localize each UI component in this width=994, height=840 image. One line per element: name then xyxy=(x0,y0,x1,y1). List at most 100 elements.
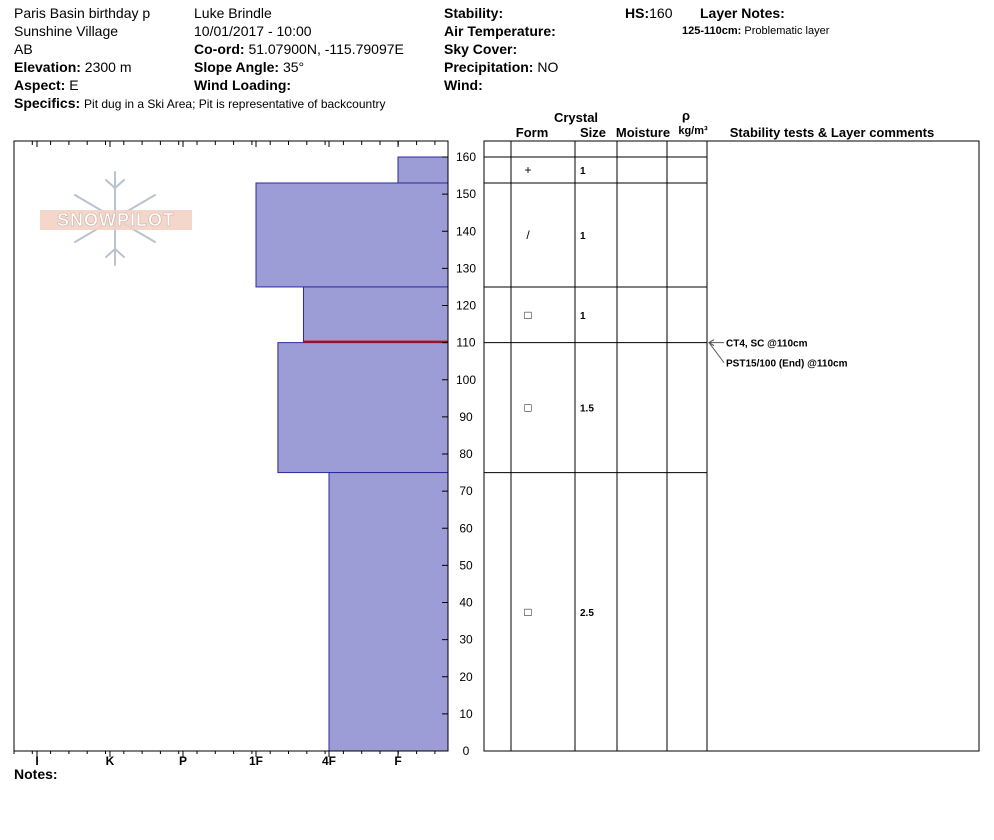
stability-label: Stability: xyxy=(444,5,504,21)
height-label-120: 120 xyxy=(456,299,476,313)
layer-table-frame xyxy=(483,140,980,752)
stability-pointer-1 xyxy=(708,342,725,363)
hs-label: HS: xyxy=(625,5,650,21)
layer-form-4: □ xyxy=(524,605,531,619)
stability-test-0: CT4, SC @110cm xyxy=(726,339,808,350)
datetime: 10/01/2017 - 10:00 xyxy=(194,23,312,39)
col-stability: Stability tests & Layer comments xyxy=(730,125,934,140)
elevation: Elevation: 2300 m xyxy=(14,58,132,76)
height-label-90: 90 xyxy=(459,410,473,424)
col-density-unit: kg/m³ xyxy=(678,125,708,137)
elevation-value: 2300 m xyxy=(84,59,132,75)
layer-form-1: / xyxy=(526,228,530,242)
hardness-layer-2 xyxy=(302,286,449,344)
region: AB xyxy=(14,41,33,57)
hardness-label-I: I xyxy=(35,754,38,768)
layer-notes-label: Layer Notes: xyxy=(700,5,785,21)
col-crystal: Crystal xyxy=(554,110,598,125)
layer-size-3: 1.5 xyxy=(580,404,594,415)
logo-text: SNOWPILOT xyxy=(57,210,175,230)
hardness-label-P: P xyxy=(179,754,187,768)
layer-size-0: 1 xyxy=(580,166,586,177)
pit-name: Paris Basin birthday p xyxy=(14,5,151,21)
height-label-50: 50 xyxy=(459,558,473,572)
specifics-value: Pit dug in a Ski Area; Pit is representa… xyxy=(84,97,386,111)
wind-loading: Wind Loading: xyxy=(194,76,291,94)
stability: Stability: xyxy=(444,4,503,22)
height-label-160: 160 xyxy=(456,150,476,164)
hardness-layers xyxy=(255,156,449,752)
slope-value: 35° xyxy=(282,59,305,75)
height-label-60: 60 xyxy=(459,521,473,535)
height-label-40: 40 xyxy=(459,596,473,610)
sky-cover: Sky Cover: xyxy=(444,40,517,58)
precipitation: Precipitation: NO xyxy=(444,58,558,76)
hardness-layer-4 xyxy=(328,472,449,752)
stability-tests: CT4, SC @110cm PST15/100 (End) @110cm xyxy=(708,339,848,370)
table-columns xyxy=(510,141,708,751)
slope-angle: Slope Angle: 35° xyxy=(194,58,304,76)
hs: HS:160 xyxy=(625,4,672,22)
column-headers: Crystal Form Size Moisture ρ kg/m³ Stabi… xyxy=(516,108,934,140)
hardness-layer-0 xyxy=(397,156,449,184)
height-label-100: 100 xyxy=(456,373,476,387)
aspect-value: E xyxy=(69,77,79,93)
layer-form-2: □ xyxy=(524,308,531,322)
col-form: Form xyxy=(516,125,549,140)
layer-note-range: 125-110cm: xyxy=(682,25,742,37)
wind-label: Wind: xyxy=(444,77,483,93)
layer-form-3: □ xyxy=(524,401,531,415)
hardness-layer-1 xyxy=(255,182,449,288)
wind-loading-label: Wind Loading: xyxy=(194,77,292,93)
col-rho: ρ xyxy=(682,108,690,123)
observer: Luke Brindle xyxy=(194,5,272,21)
hardness-label-4F: 4F xyxy=(322,754,336,768)
layer-size-2: 1 xyxy=(580,311,586,322)
coord-label: Co-ord: xyxy=(194,41,245,57)
slope-label: Slope Angle: xyxy=(194,59,280,75)
aspect: Aspect: E xyxy=(14,76,79,94)
air-temperature: Air Temperature: xyxy=(444,22,556,40)
height-label-110: 110 xyxy=(456,336,475,350)
col-moisture: Moisture xyxy=(616,125,670,140)
height-label-70: 70 xyxy=(459,484,473,498)
height-label-20: 20 xyxy=(459,670,473,684)
hardness-frame xyxy=(13,140,449,752)
air-temp-label: Air Temperature: xyxy=(444,23,556,39)
elevation-label: Elevation: xyxy=(14,59,81,75)
hardness-label-1F: 1F xyxy=(249,754,263,768)
notes-label: Notes: xyxy=(14,766,58,782)
specifics-label: Specifics: xyxy=(14,95,81,111)
hardness-axis: I K P 1F 4F F xyxy=(13,141,436,768)
sky-label: Sky Cover: xyxy=(444,41,518,57)
stability-arrow-1 xyxy=(708,339,715,347)
height-label-130: 130 xyxy=(456,261,476,275)
height-label-140: 140 xyxy=(456,224,476,238)
location: Sunshine Village xyxy=(14,23,119,39)
height-label-10: 10 xyxy=(459,707,473,721)
hardness-label-K: K xyxy=(106,754,115,768)
snowpilot-logo: SNOWPILOT xyxy=(40,171,192,266)
layer-form-0: + xyxy=(524,163,531,177)
col-size: Size xyxy=(580,125,606,140)
layer-size-1: 1 xyxy=(580,231,586,242)
aspect-label: Aspect: xyxy=(14,77,66,93)
coordinates: Co-ord: 51.07900N, -115.79097E xyxy=(194,40,404,58)
hardness-label-F: F xyxy=(394,754,401,768)
height-label-80: 80 xyxy=(459,447,473,461)
height-label-30: 30 xyxy=(459,633,473,647)
coord-value: 51.07900N, -115.79097E xyxy=(248,41,404,57)
precip-value: NO xyxy=(537,59,559,75)
layer-rows: +1 / 1 □ 1 □ 1.5 □ 2.5 xyxy=(484,156,707,619)
hardness-layer-3 xyxy=(277,342,449,474)
layer-note-text: Problematic layer xyxy=(744,25,830,37)
layer-note: 125-110cm: Problematic layer xyxy=(682,22,829,40)
wind: Wind: xyxy=(444,76,483,94)
height-label-150: 150 xyxy=(456,187,476,201)
hs-value: 160 xyxy=(649,5,673,21)
precip-label: Precipitation: xyxy=(444,59,534,75)
stability-test-1: PST15/100 (End) @110cm xyxy=(726,359,848,370)
layer-size-4: 2.5 xyxy=(580,608,594,619)
specifics: Specifics: Pit dug in a Ski Area; Pit is… xyxy=(14,94,386,113)
